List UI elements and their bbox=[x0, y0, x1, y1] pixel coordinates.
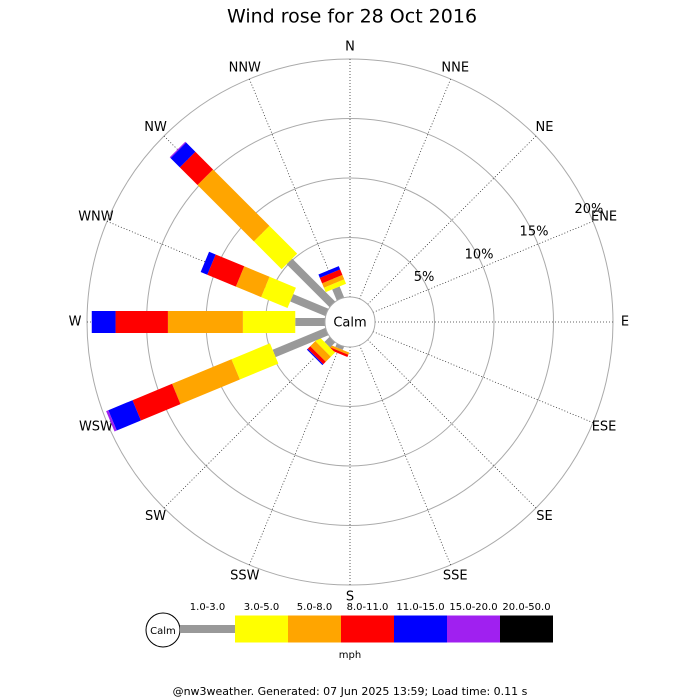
r-tick-label: 15% bbox=[520, 225, 549, 240]
spoke bbox=[367, 135, 537, 305]
direction-label: ENE bbox=[591, 209, 617, 224]
direction-label: NNE bbox=[441, 60, 469, 75]
wind-bar bbox=[332, 286, 345, 301]
calm-circle bbox=[324, 296, 376, 348]
legend-label: 1.0-3.0 bbox=[190, 602, 225, 613]
spoke bbox=[248, 344, 341, 566]
direction-label: N bbox=[345, 40, 355, 55]
direction-label: W bbox=[69, 315, 82, 330]
r-tick-label: 10% bbox=[465, 247, 494, 262]
wind-bar bbox=[323, 279, 347, 293]
wind-bar bbox=[235, 266, 270, 298]
wind-bar bbox=[335, 343, 345, 350]
chart-title: Wind rose for 28 Oct 2016 bbox=[227, 6, 477, 28]
spoke bbox=[359, 78, 452, 300]
direction-label: SE bbox=[536, 509, 552, 524]
wind-bar bbox=[286, 258, 336, 308]
direction-label: WNW bbox=[78, 209, 114, 224]
spoke bbox=[163, 339, 333, 509]
legend-label: 15.0-20.0 bbox=[449, 602, 497, 613]
footer: @nw3weather. Generated: 07 Jun 2025 13:5… bbox=[173, 685, 528, 698]
direction-label: NE bbox=[535, 120, 553, 135]
legend-swatch bbox=[180, 625, 235, 633]
wind-bar bbox=[315, 336, 336, 357]
direction-label: SW bbox=[145, 509, 166, 524]
legend-label: 8.0-11.0 bbox=[347, 602, 389, 613]
wind-bar bbox=[310, 341, 331, 362]
legend-swatch bbox=[394, 615, 447, 643]
wind-bar bbox=[322, 274, 345, 288]
wind-bar bbox=[327, 346, 349, 357]
legend-swatch bbox=[288, 615, 341, 643]
wind-bar bbox=[324, 336, 336, 348]
wind-bar bbox=[261, 276, 296, 309]
legend-swatch bbox=[447, 615, 500, 643]
wind-bar bbox=[91, 311, 116, 333]
direction-label: ESE bbox=[592, 420, 617, 435]
wind-bar bbox=[307, 346, 326, 365]
wind-bar bbox=[200, 251, 216, 275]
wind-bar bbox=[167, 311, 243, 333]
wind-bar bbox=[169, 141, 187, 159]
spoke bbox=[367, 339, 537, 509]
wind-bar bbox=[172, 359, 240, 405]
r-tick-label: 20% bbox=[575, 202, 604, 217]
direction-label: SSW bbox=[230, 569, 260, 584]
r-tick-label: 5% bbox=[414, 270, 435, 285]
wind-bar bbox=[197, 169, 270, 242]
wind-bar bbox=[106, 410, 117, 432]
legend-label: 5.0-8.0 bbox=[297, 602, 332, 613]
wind-bar bbox=[170, 142, 196, 168]
legend-label: 3.0-5.0 bbox=[244, 602, 279, 613]
direction-label: SSE bbox=[443, 569, 468, 584]
wind-bar bbox=[115, 311, 168, 333]
legend-swatch bbox=[235, 615, 288, 643]
wind-bar bbox=[318, 266, 341, 278]
legend-swatch bbox=[500, 615, 553, 643]
spoke bbox=[372, 331, 594, 424]
direction-label: S bbox=[346, 590, 354, 605]
calm-label: Calm bbox=[333, 316, 366, 331]
direction-label: E bbox=[621, 315, 629, 330]
wind-bar bbox=[108, 400, 141, 431]
spoke bbox=[248, 78, 341, 300]
spoke bbox=[359, 344, 452, 566]
legend-label: 11.0-15.0 bbox=[396, 602, 444, 613]
wind-bar bbox=[295, 318, 325, 326]
direction-label: NW bbox=[144, 120, 167, 135]
wind-bar bbox=[231, 343, 279, 380]
wind-bar bbox=[272, 327, 329, 358]
legend-unit: mph bbox=[339, 650, 361, 661]
legend-calm-label: Calm bbox=[150, 626, 176, 637]
wind-bar bbox=[290, 294, 329, 317]
legend-label: 20.0-50.0 bbox=[502, 602, 550, 613]
wind-bar bbox=[319, 269, 343, 284]
wind-bar bbox=[179, 151, 214, 186]
direction-label: WSW bbox=[79, 420, 113, 435]
wind-bar bbox=[242, 311, 296, 333]
wind-bar bbox=[253, 225, 298, 270]
spoke bbox=[372, 220, 594, 313]
wind-bar bbox=[306, 348, 324, 366]
wind-bar bbox=[132, 383, 181, 421]
wind-bar bbox=[207, 254, 245, 287]
wind-bar bbox=[327, 344, 350, 355]
direction-label: NNW bbox=[229, 60, 261, 75]
legend-swatch bbox=[341, 615, 394, 643]
